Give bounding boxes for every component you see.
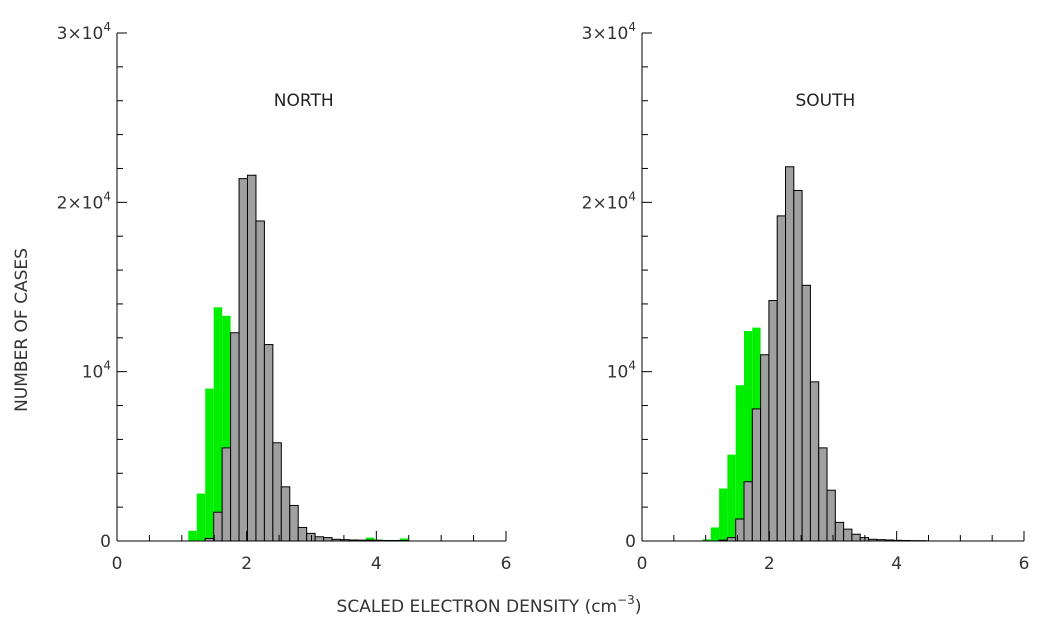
histogram-bar: [238, 178, 248, 542]
histogram-bar: [727, 454, 736, 541]
histogram-bar: [399, 538, 409, 541]
x-axis-label-exponent: −3: [617, 593, 635, 607]
histogram-bar: [196, 493, 206, 541]
histogram-bar: [760, 354, 770, 542]
histogram-bar: [205, 388, 214, 541]
x-tick-label: 4: [371, 554, 382, 574]
histogram-bar: [801, 284, 811, 542]
histogram-bar: [768, 300, 778, 542]
histogram-bar: [735, 518, 745, 542]
x-tick-label: 0: [112, 554, 123, 574]
histogram-bar: [188, 530, 197, 541]
histogram-bar: [726, 537, 737, 542]
histogram-bar: [719, 488, 728, 541]
x-tick-label: 6: [501, 554, 512, 574]
histogram-bar: [323, 537, 333, 542]
histogram-bar: [818, 447, 828, 542]
histogram-bar: [222, 315, 231, 541]
histogram-bar: [246, 174, 257, 542]
histogram-bar: [834, 521, 845, 542]
panel-north: 0 2 4 6 0 104 2×104 3×104 NORTH: [57, 20, 512, 574]
histogram-bar: [280, 486, 291, 542]
y-tick-label: 3×104: [57, 20, 111, 44]
histogram-bar: [735, 385, 744, 541]
y-tick-label: 104: [82, 359, 111, 383]
x-tick-label: 4: [891, 554, 902, 574]
y-tick-label: 3×104: [582, 20, 636, 44]
histogram-bar: [702, 539, 711, 541]
histogram-bar: [826, 489, 836, 542]
histogram-bar: [213, 511, 223, 542]
panel-title: SOUTH: [795, 91, 855, 111]
histogram-bar: [851, 533, 861, 542]
histogram-bar: [314, 536, 325, 542]
histogram-bar: [751, 408, 762, 542]
histogram-bar: [843, 528, 853, 542]
x-tick-label: 0: [637, 554, 648, 574]
histogram-bar: [365, 537, 375, 541]
histogram-bar: [297, 526, 308, 542]
histogram-bar: [263, 344, 274, 542]
x-axis-label-close: ): [635, 597, 642, 617]
histogram-bar: [230, 332, 240, 542]
histogram-bar: [710, 527, 720, 541]
x-axis-label-main: SCALED ELECTRON DENSITY (cm: [337, 597, 618, 617]
histogram-bar: [785, 166, 795, 542]
y-tick-label: 0: [100, 532, 111, 552]
histogram-bar: [743, 331, 753, 541]
histogram-bar: [221, 447, 232, 542]
histogram-bar: [272, 442, 282, 542]
histogram-bar: [743, 481, 753, 542]
y-tick-label: 2×104: [57, 189, 111, 213]
series-outlined-gray: [204, 174, 409, 542]
panel-south: 0 2 4 6 0 104 2×104 3×104 SOUTH: [582, 20, 1030, 574]
x-tick-label: 6: [1019, 554, 1030, 574]
histogram-bar: [793, 189, 803, 542]
x-tick-label: 2: [764, 554, 775, 574]
y-tick-label: 2×104: [582, 189, 636, 213]
histogram-bar: [306, 532, 316, 542]
panel-title: NORTH: [274, 91, 334, 111]
x-tick-label: 2: [241, 554, 252, 574]
y-tick-label: 104: [607, 359, 636, 383]
histogram-bar: [809, 381, 820, 542]
x-axis-label: SCALED ELECTRON DENSITY (cm−3): [337, 593, 642, 617]
y-axis-label: NUMBER OF CASES: [12, 248, 32, 412]
histogram-bar: [255, 220, 265, 542]
histogram-bar: [289, 504, 299, 542]
y-tick-label: 0: [625, 532, 636, 552]
histogram-bar: [776, 215, 787, 542]
histogram-bar: [213, 307, 223, 541]
